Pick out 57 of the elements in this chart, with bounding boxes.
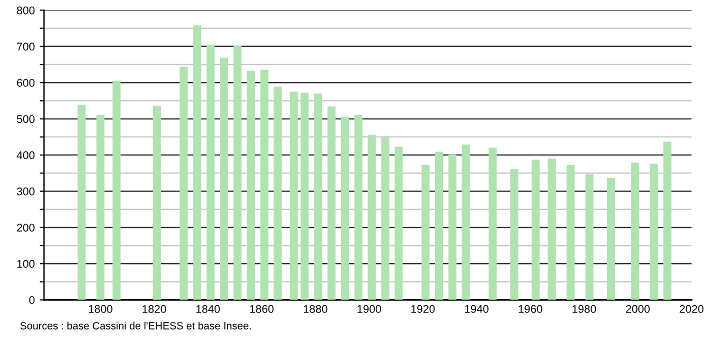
x-tick-label: 1980 bbox=[572, 305, 596, 313]
y-tick-label: 200 bbox=[17, 224, 35, 232]
bar bbox=[314, 93, 322, 300]
y-tick-label: 100 bbox=[17, 260, 35, 268]
x-tick-label: 1800 bbox=[88, 305, 112, 313]
y-tick-label: 800 bbox=[16, 6, 35, 14]
bar bbox=[112, 80, 121, 300]
bar bbox=[246, 70, 255, 300]
bar bbox=[650, 164, 658, 300]
x-tick-label: 2020 bbox=[680, 305, 704, 313]
bar bbox=[606, 178, 615, 300]
bar bbox=[448, 154, 456, 300]
bar bbox=[462, 144, 470, 300]
x-tick-label: 1860 bbox=[250, 305, 274, 313]
bar bbox=[354, 114, 362, 300]
bar bbox=[532, 160, 540, 300]
y-tick-label: 600 bbox=[17, 78, 35, 87]
bar bbox=[663, 142, 672, 300]
x-tick-label: 1920 bbox=[411, 305, 435, 313]
bar bbox=[566, 164, 575, 300]
bar bbox=[327, 106, 336, 300]
x-tick-label: 1820 bbox=[142, 305, 166, 313]
y-tick-label: 400 bbox=[16, 151, 35, 160]
bar bbox=[300, 92, 309, 300]
bar bbox=[434, 152, 444, 300]
bar bbox=[340, 116, 349, 300]
bar bbox=[290, 92, 298, 300]
bar bbox=[78, 104, 86, 300]
bar bbox=[548, 158, 556, 300]
bar bbox=[368, 134, 376, 300]
x-tick-label: 2000 bbox=[626, 305, 650, 313]
y-tick-label: 300 bbox=[16, 188, 35, 196]
bar bbox=[220, 58, 228, 300]
x-tick-label: 1840 bbox=[196, 305, 220, 313]
y-tick-label: 0 bbox=[29, 296, 35, 304]
x-tick-label: 1960 bbox=[518, 305, 542, 313]
y-tick-label: 500 bbox=[16, 115, 35, 123]
bar bbox=[180, 66, 188, 300]
bar bbox=[233, 46, 242, 300]
bar bbox=[631, 162, 640, 300]
bar bbox=[585, 174, 594, 300]
x-tick-label: 1940 bbox=[465, 305, 489, 313]
bar bbox=[260, 70, 268, 300]
bar bbox=[488, 148, 497, 300]
x-tick-label: 1900 bbox=[358, 305, 382, 313]
bar bbox=[510, 169, 518, 300]
bar bbox=[206, 44, 215, 300]
bar bbox=[274, 86, 282, 300]
bar bbox=[193, 25, 202, 300]
bar bbox=[422, 164, 430, 300]
y-tick-label: 700 bbox=[17, 42, 35, 51]
bar bbox=[152, 106, 161, 300]
source-note: Sources : base Cassini de l'EHESS et base Insee. bbox=[20, 322, 251, 330]
bar bbox=[394, 146, 403, 300]
bar bbox=[381, 137, 390, 300]
x-tick-label: 1880 bbox=[304, 305, 328, 313]
bar bbox=[96, 114, 104, 300]
